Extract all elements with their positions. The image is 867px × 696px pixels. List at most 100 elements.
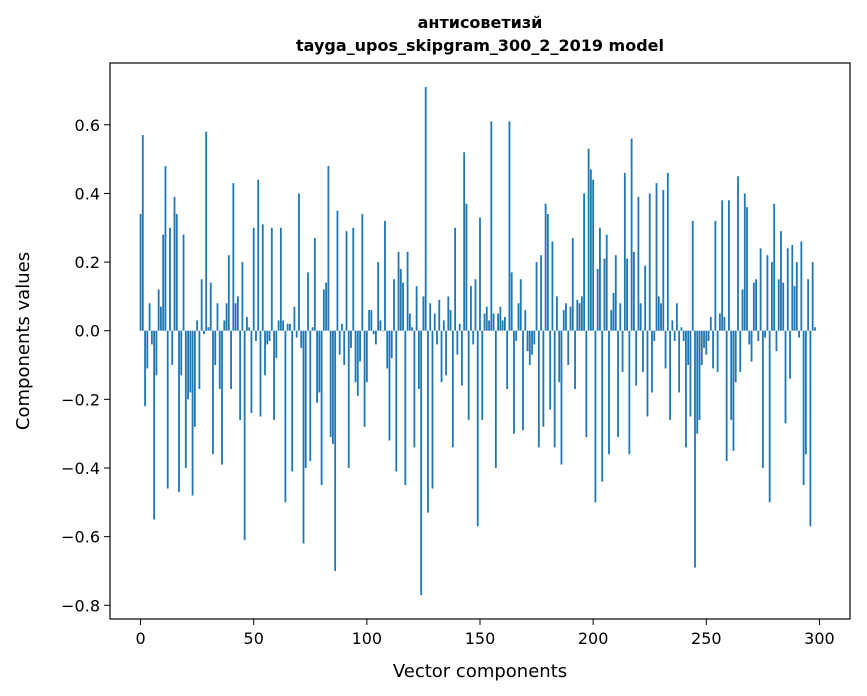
x-tick-label: 50 xyxy=(244,629,264,648)
bar xyxy=(141,135,144,331)
x-axis-ticks: 0 50 100 150 200 250 300 xyxy=(135,619,835,648)
bar xyxy=(800,241,803,331)
bar xyxy=(198,330,201,390)
bar xyxy=(365,330,368,383)
bar xyxy=(318,330,321,393)
bar xyxy=(635,330,638,386)
bar xyxy=(811,262,814,331)
bar xyxy=(793,286,796,331)
bar xyxy=(225,303,228,331)
bar xyxy=(472,330,475,345)
bar xyxy=(275,330,278,359)
bar xyxy=(589,169,592,331)
bar xyxy=(266,330,269,345)
bar xyxy=(741,289,744,331)
bar xyxy=(678,330,681,393)
bar xyxy=(408,313,411,331)
bar xyxy=(171,330,174,366)
bar xyxy=(680,327,683,331)
bar xyxy=(420,330,423,595)
bar xyxy=(316,330,318,403)
bar xyxy=(293,306,296,331)
bar xyxy=(556,296,558,331)
bar xyxy=(490,121,493,331)
bar xyxy=(300,330,303,348)
bar xyxy=(746,207,748,331)
bar xyxy=(427,330,429,513)
bar xyxy=(515,330,518,341)
bar xyxy=(214,330,217,366)
bar xyxy=(574,330,576,390)
bar xyxy=(750,330,753,362)
bar xyxy=(691,220,694,331)
bar xyxy=(289,323,291,331)
bar xyxy=(363,330,366,427)
bar xyxy=(175,214,178,331)
bar xyxy=(424,87,427,331)
bar xyxy=(347,330,350,468)
bar xyxy=(474,279,477,331)
bar xyxy=(673,330,676,341)
bar xyxy=(334,330,337,571)
bar xyxy=(259,330,262,417)
bar xyxy=(669,330,671,420)
bar xyxy=(644,265,647,331)
bar xyxy=(359,330,361,362)
chart-subtitle: tayga_upos_skipgram_300_2_2019 model xyxy=(296,36,664,55)
bar xyxy=(642,330,644,372)
bar xyxy=(307,272,309,331)
bar xyxy=(375,330,377,345)
bar xyxy=(356,330,359,396)
bar xyxy=(476,330,479,527)
bar xyxy=(714,220,717,331)
y-axis-label: Components values xyxy=(13,252,34,430)
bar xyxy=(286,323,289,331)
bar xyxy=(470,286,472,331)
bar xyxy=(327,165,330,331)
bar xyxy=(338,330,341,355)
bar xyxy=(685,330,687,448)
bar xyxy=(540,255,543,331)
bar xyxy=(551,241,554,331)
bar xyxy=(599,227,601,331)
bar xyxy=(157,289,160,331)
chart-title: антисоветизй xyxy=(418,13,543,32)
bar xyxy=(241,262,244,331)
bar-series xyxy=(139,87,816,595)
bar xyxy=(675,303,678,331)
bar xyxy=(250,330,253,414)
bar xyxy=(388,330,391,441)
bar xyxy=(752,282,755,331)
bar xyxy=(560,330,563,465)
x-tick-label: 0 xyxy=(135,629,145,648)
bar xyxy=(332,330,334,444)
bar xyxy=(689,330,692,417)
bar xyxy=(614,255,617,331)
bar xyxy=(612,292,615,331)
bar xyxy=(180,330,183,376)
y-tick-label: 0.0 xyxy=(75,322,100,341)
bar xyxy=(311,327,314,331)
bar xyxy=(703,330,705,348)
bar xyxy=(721,200,724,331)
bar xyxy=(429,303,432,331)
bar xyxy=(603,258,606,331)
bar xyxy=(506,330,509,390)
bar xyxy=(417,330,420,390)
bar xyxy=(513,330,515,434)
bar xyxy=(397,251,400,331)
bar xyxy=(277,320,280,331)
bar xyxy=(775,330,778,352)
bar xyxy=(413,330,416,448)
bar xyxy=(431,330,434,489)
bar xyxy=(660,303,662,331)
bar xyxy=(404,330,407,486)
bar xyxy=(438,299,441,331)
bar xyxy=(653,330,656,341)
bar xyxy=(802,330,805,486)
bar xyxy=(617,330,619,438)
bar xyxy=(780,231,782,331)
bar xyxy=(187,330,189,400)
bar xyxy=(510,272,513,331)
